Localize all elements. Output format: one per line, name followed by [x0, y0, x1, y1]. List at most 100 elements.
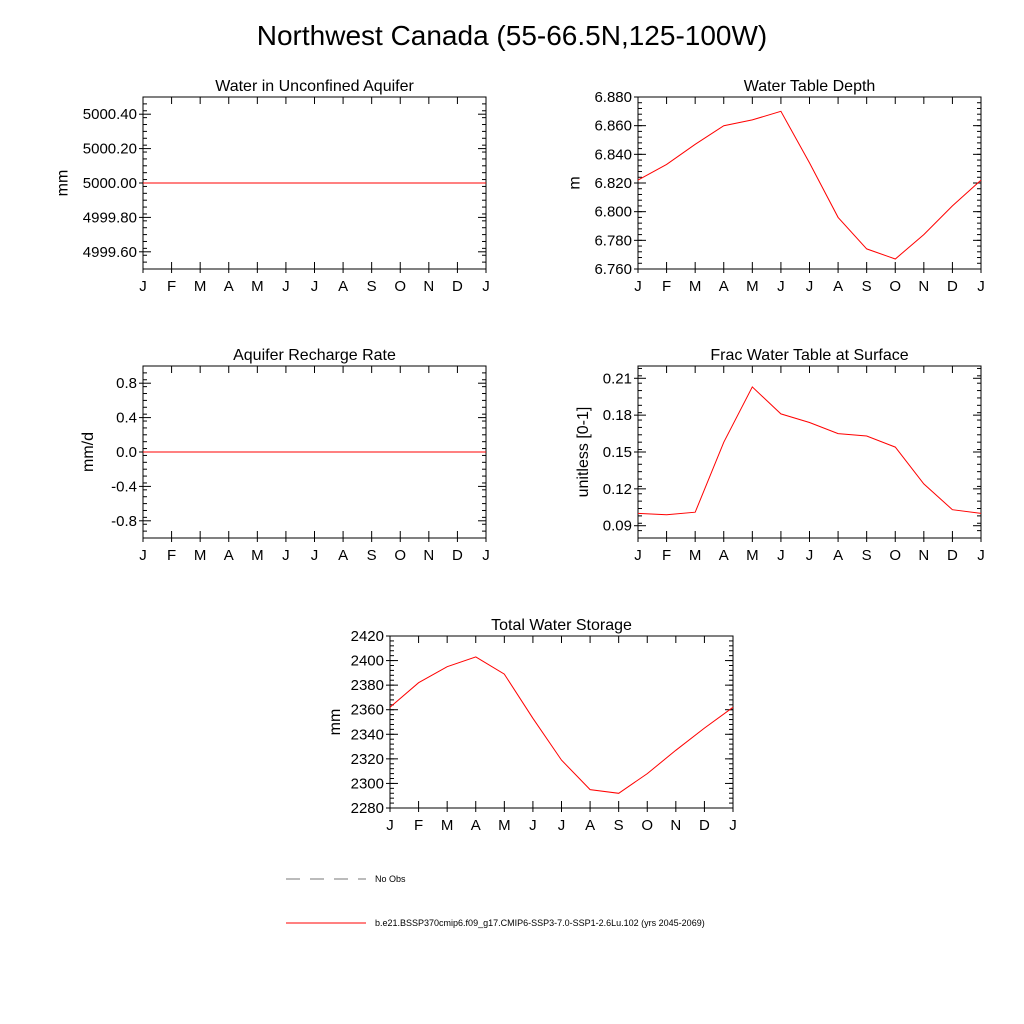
- x-tick-label: M: [746, 547, 759, 564]
- y-tick-label: 2340: [351, 726, 384, 743]
- y-tick-label: 6.840: [594, 146, 632, 163]
- x-tick-label: N: [918, 278, 929, 295]
- x-tick-label: S: [367, 547, 377, 564]
- x-tick-label: S: [367, 278, 377, 295]
- y-tick-label: 0.21: [603, 370, 632, 387]
- x-tick-label: N: [670, 817, 681, 834]
- x-tick-label: S: [862, 547, 872, 564]
- x-tick-label: F: [414, 817, 423, 834]
- x-tick-label: J: [634, 278, 642, 295]
- y-tick-label: 2420: [351, 628, 384, 645]
- x-tick-label: A: [719, 547, 729, 564]
- x-tick-label: O: [641, 817, 653, 834]
- series-line: [637, 386, 982, 516]
- x-tick-label: A: [833, 547, 843, 564]
- y-tick-label: 5000.40: [83, 106, 137, 123]
- y-tick-label: 0.8: [116, 375, 137, 392]
- y-tick-label: 0.12: [603, 481, 632, 498]
- x-tick-label: M: [251, 278, 264, 295]
- x-tick-label: M: [251, 547, 264, 564]
- y-tick-label: 4999.60: [83, 244, 137, 261]
- y-tick-label: 0.0: [116, 444, 137, 461]
- y-tick-label: 6.780: [594, 232, 632, 249]
- y-tick-label: 4999.80: [83, 209, 137, 226]
- x-tick-label: A: [338, 278, 348, 295]
- x-tick-label: J: [386, 817, 394, 834]
- x-tick-label: J: [282, 278, 290, 295]
- x-tick-label: M: [194, 547, 207, 564]
- x-tick-label: O: [394, 547, 406, 564]
- x-tick-label: J: [806, 278, 814, 295]
- y-tick-label: 0.15: [603, 444, 632, 461]
- x-tick-label: A: [338, 547, 348, 564]
- x-tick-label: J: [977, 547, 985, 564]
- x-tick-label: D: [699, 817, 710, 834]
- y-tick-label: 2380: [351, 677, 384, 694]
- x-tick-label: J: [558, 817, 566, 834]
- x-tick-label: J: [977, 278, 985, 295]
- panel-title: Aquifer Recharge Rate: [233, 347, 396, 364]
- y-tick-label: 2400: [351, 653, 384, 670]
- x-tick-label: J: [282, 547, 290, 564]
- y-axis-label: mm: [327, 709, 344, 736]
- x-tick-label: M: [689, 278, 702, 295]
- x-tick-label: M: [689, 547, 702, 564]
- chart-legend: No Obs b.e21.BSSP370cmip6.f09_g17.CMIP6-…: [286, 874, 705, 928]
- x-tick-label: D: [947, 547, 958, 564]
- x-tick-label: A: [224, 547, 234, 564]
- x-tick-label: J: [529, 817, 537, 834]
- x-tick-label: A: [585, 817, 595, 834]
- x-tick-label: M: [441, 817, 454, 834]
- x-tick-label: F: [167, 278, 176, 295]
- x-tick-label: J: [482, 547, 490, 564]
- x-tick-label: O: [394, 278, 406, 295]
- x-tick-label: J: [634, 547, 642, 564]
- y-tick-label: 6.800: [594, 204, 632, 221]
- plot-frame: [637, 96, 982, 270]
- y-axis-label: m: [567, 176, 584, 189]
- y-tick-label: 2360: [351, 702, 384, 719]
- y-tick-label: -0.8: [111, 513, 137, 530]
- figure-title: Northwest Canada (55-66.5N,125-100W): [256, 20, 768, 51]
- y-tick-label: -0.4: [111, 478, 137, 495]
- y-tick-label: 0.4: [116, 410, 137, 427]
- x-tick-label: N: [423, 278, 434, 295]
- x-tick-label: M: [194, 278, 207, 295]
- x-tick-label: A: [833, 278, 843, 295]
- y-tick-label: 6.880: [594, 89, 632, 106]
- y-axis-label: unitless [0-1]: [575, 407, 592, 498]
- x-tick-label: J: [729, 817, 737, 834]
- panel-title: Water Table Depth: [744, 78, 876, 95]
- x-tick-label: D: [452, 278, 463, 295]
- plot-frame: [637, 365, 982, 539]
- y-tick-label: 2280: [351, 800, 384, 817]
- x-tick-label: N: [423, 547, 434, 564]
- x-tick-label: M: [746, 278, 759, 295]
- y-tick-label: 2300: [351, 775, 384, 792]
- plot-frame: [389, 635, 734, 809]
- x-tick-label: D: [452, 547, 463, 564]
- x-tick-label: O: [889, 278, 901, 295]
- x-tick-label: D: [947, 278, 958, 295]
- legend-model-label: b.e21.BSSP370cmip6.f09_g17.CMIP6-SSP3-7.…: [375, 918, 705, 928]
- series-line: [389, 656, 734, 794]
- panel-title: Total Water Storage: [491, 617, 632, 634]
- x-tick-label: N: [918, 547, 929, 564]
- x-tick-label: F: [662, 278, 671, 295]
- x-tick-label: J: [806, 547, 814, 564]
- x-tick-label: A: [224, 278, 234, 295]
- x-tick-label: J: [482, 278, 490, 295]
- x-tick-label: O: [889, 547, 901, 564]
- x-tick-label: J: [777, 547, 785, 564]
- y-tick-label: 6.760: [594, 261, 632, 278]
- y-tick-label: 5000.20: [83, 141, 137, 158]
- x-tick-label: S: [862, 278, 872, 295]
- x-tick-label: J: [311, 547, 319, 564]
